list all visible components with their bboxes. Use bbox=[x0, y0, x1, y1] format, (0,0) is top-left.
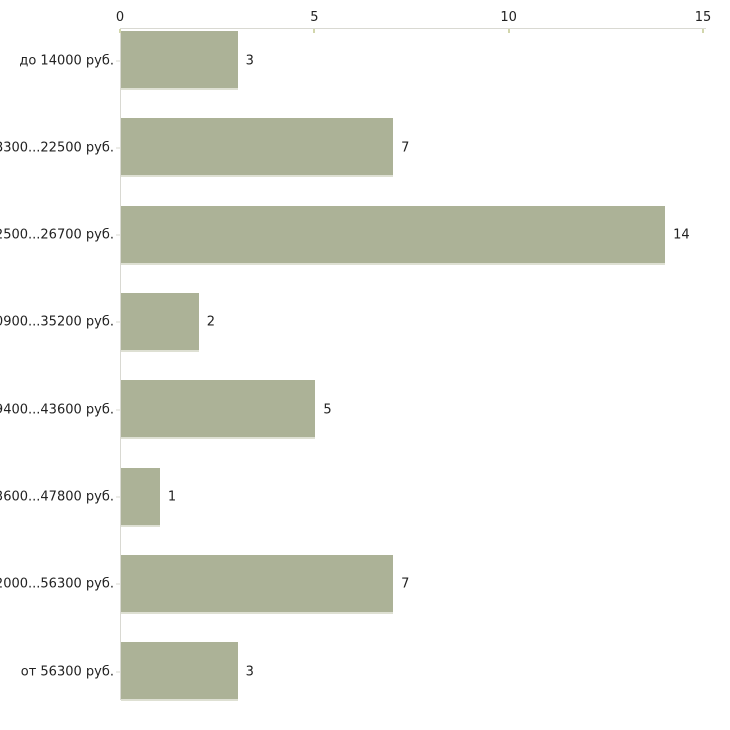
category-tick-mark bbox=[116, 321, 120, 323]
category-tick-mark bbox=[116, 60, 120, 61]
value-label: 7 bbox=[401, 576, 410, 592]
bar bbox=[121, 554, 394, 614]
x-tick-label: 5 bbox=[310, 10, 319, 25]
bar bbox=[121, 31, 238, 90]
category-label: 52000...56300 руб. bbox=[0, 576, 114, 592]
x-tick-mark bbox=[702, 29, 704, 33]
value-label: 5 bbox=[323, 402, 332, 418]
value-label: 1 bbox=[167, 489, 177, 505]
value-label: 3 bbox=[245, 53, 254, 68]
value-label: 3 bbox=[245, 664, 254, 680]
bar bbox=[121, 205, 666, 265]
category-tick-mark bbox=[116, 234, 120, 236]
x-axis-line bbox=[120, 28, 706, 29]
category-tick-mark bbox=[116, 583, 120, 585]
category-label: 30900...35200 руб. bbox=[0, 314, 114, 330]
x-tick-mark bbox=[507, 29, 510, 33]
bar bbox=[121, 380, 316, 440]
value-label: 7 bbox=[401, 140, 410, 156]
category-label: 18300...22500 руб. bbox=[0, 140, 114, 156]
category-tick-mark bbox=[116, 147, 120, 149]
bar bbox=[121, 118, 394, 178]
bar bbox=[121, 642, 238, 702]
category-label: 43600...47800 руб. bbox=[0, 489, 114, 505]
x-tick-label: 10 bbox=[500, 10, 517, 25]
bar bbox=[121, 467, 160, 527]
category-label: 39400...43600 руб. bbox=[0, 402, 114, 418]
y-axis-line bbox=[120, 28, 121, 700]
category-label: до 14000 руб. bbox=[19, 53, 114, 68]
category-label: 22500...26700 руб. bbox=[0, 227, 114, 243]
category-tick-mark bbox=[116, 671, 120, 673]
bar bbox=[121, 292, 199, 352]
x-tick-label: 0 bbox=[115, 10, 125, 25]
x-tick-mark bbox=[313, 29, 316, 33]
value-label: 14 bbox=[673, 227, 690, 243]
category-label: от 56300 руб. bbox=[20, 664, 114, 680]
x-tick-mark bbox=[119, 29, 121, 33]
category-tick-mark bbox=[116, 496, 120, 498]
category-tick-mark bbox=[116, 409, 120, 411]
value-label: 2 bbox=[206, 314, 215, 330]
x-tick-label: 15 bbox=[694, 10, 712, 25]
